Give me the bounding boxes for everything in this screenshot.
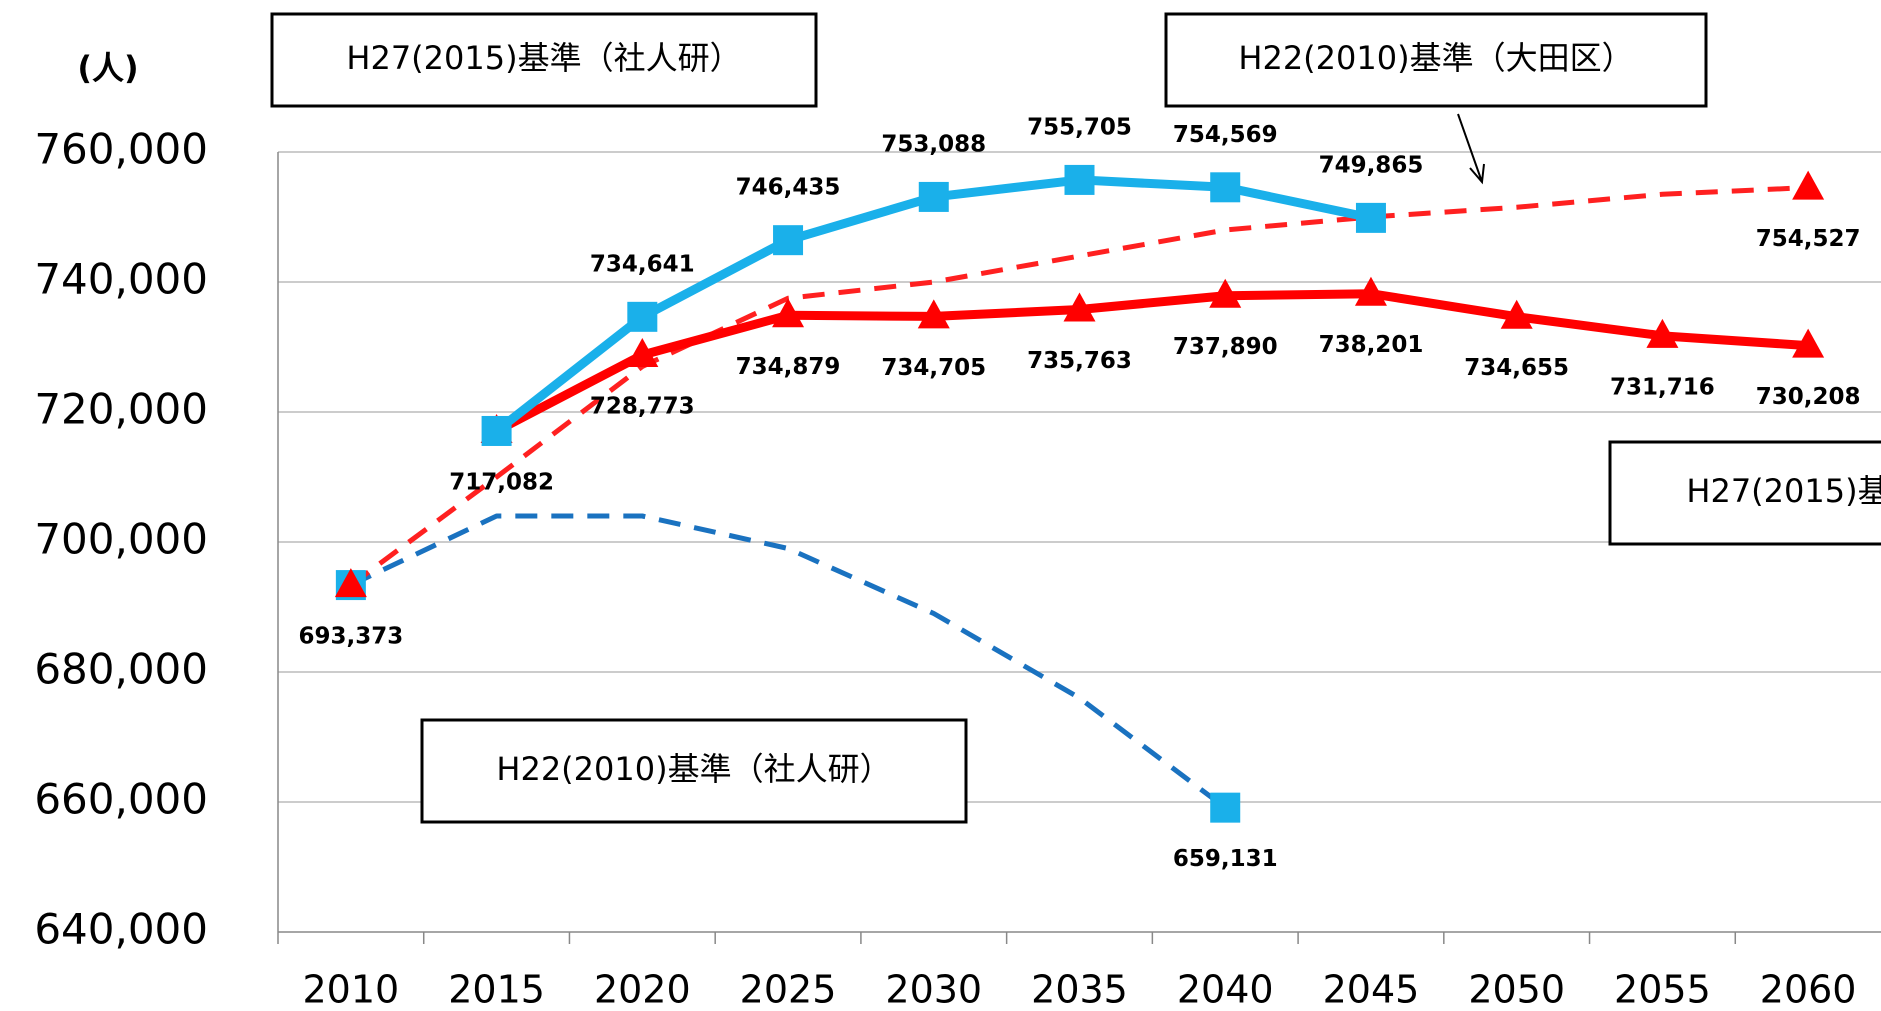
legend-label: H27(2015)基準（大田区）: [1686, 472, 1881, 510]
marker: [627, 301, 658, 332]
data-label: 730,208: [1756, 384, 1861, 410]
marker: [1355, 202, 1386, 233]
y-axis-label: (人): [77, 49, 138, 87]
x-tick-label: 2035: [1031, 968, 1128, 1011]
y-tick-label: 680,000: [34, 645, 208, 694]
y-tick-label: 640,000: [34, 905, 208, 954]
marker: [918, 181, 949, 212]
marker: [1354, 276, 1387, 306]
data-label: 738,201: [1319, 332, 1424, 358]
marker: [1646, 318, 1679, 348]
data-label: 746,435: [736, 175, 841, 201]
data-label: 735,763: [1027, 348, 1132, 374]
data-label: 717,082: [449, 469, 554, 495]
y-tick-label: 760,000: [34, 125, 208, 174]
x-tick-label: 2015: [448, 968, 545, 1011]
marker: [1064, 164, 1095, 195]
data-label: 659,131: [1173, 846, 1278, 872]
x-tick-label: 2060: [1760, 968, 1857, 1011]
legend-box: [1608, 440, 1881, 546]
data-label: 734,655: [1464, 355, 1569, 381]
x-tick-label: 2010: [303, 968, 400, 1011]
marker: [1792, 170, 1825, 200]
marker: [1210, 172, 1241, 203]
data-label: 754,527: [1756, 226, 1861, 252]
marker: [772, 298, 805, 328]
y-tick-label: 720,000: [34, 385, 208, 434]
x-tick-label: 2055: [1614, 968, 1711, 1011]
y-tick-label: 660,000: [34, 775, 208, 824]
series-line: [349, 185, 1809, 588]
marker: [1063, 292, 1096, 322]
x-tick-label: 2050: [1468, 968, 1565, 1011]
data-label: 754,569: [1173, 122, 1278, 148]
series-line: [349, 513, 1227, 810]
legend-box: [1164, 12, 1708, 108]
x-tick-label: 2040: [1177, 968, 1274, 1011]
marker: [1209, 278, 1242, 308]
arrow: [1457, 113, 1485, 185]
y-tick-label: 700,000: [34, 515, 208, 564]
legend-label: H22(2010)基準（社人研）: [496, 750, 891, 788]
y-tick-label: 740,000: [34, 255, 208, 304]
legend-label: H27(2015)基準（社人研）: [346, 39, 741, 77]
marker: [481, 415, 512, 446]
data-label: 755,705: [1027, 114, 1132, 140]
legend-box: [270, 12, 818, 108]
marker: [626, 337, 659, 367]
marker: [1210, 792, 1241, 823]
data-label: 749,865: [1319, 152, 1424, 178]
marker: [1792, 328, 1825, 358]
marker: [773, 225, 804, 256]
x-tick-label: 2045: [1323, 968, 1420, 1011]
data-label: 693,373: [298, 624, 403, 650]
series-line: [494, 289, 1809, 435]
legend-label: H22(2010)基準（大田区）: [1238, 39, 1633, 77]
data-label: 753,088: [881, 131, 986, 157]
x-tick-label: 2025: [740, 968, 837, 1011]
x-tick-label: 2030: [885, 968, 982, 1011]
legend-box: [420, 718, 968, 824]
data-label: 734,879: [736, 354, 841, 380]
marker: [334, 568, 367, 598]
marker: [1500, 299, 1533, 329]
data-label: 728,773: [590, 393, 695, 419]
data-label: 731,716: [1610, 374, 1715, 400]
data-label: 734,705: [881, 355, 986, 381]
data-label: 734,641: [590, 251, 695, 277]
data-label: 737,890: [1173, 334, 1278, 360]
x-tick-label: 2020: [594, 968, 691, 1011]
marker: [917, 299, 950, 329]
